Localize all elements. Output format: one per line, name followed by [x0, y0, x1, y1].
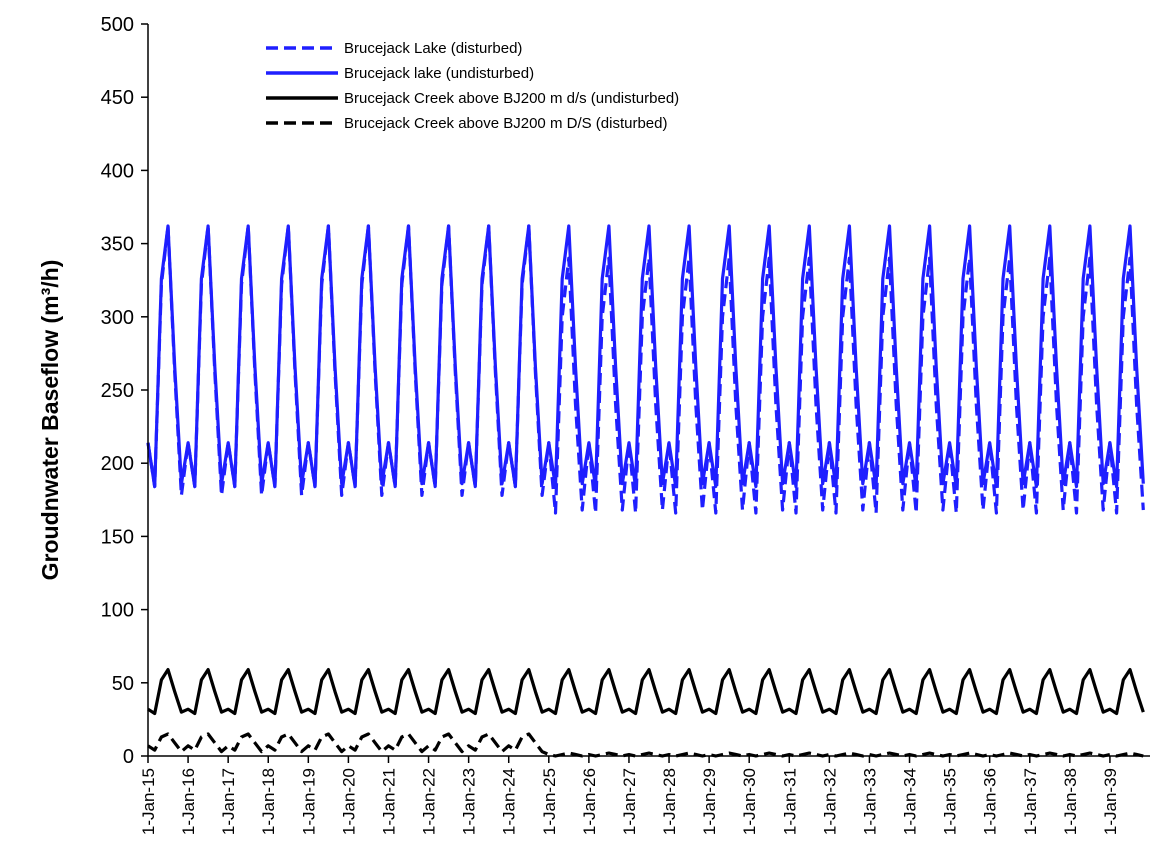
axes: 0 50 100 150 200 250 300 350 400 450 500 1-Jan-15 1-…: [101, 14, 1150, 835]
series-line-4: [147, 732, 1144, 758]
x-tick-label: 1-Jan-15: [139, 768, 158, 835]
x-tick-label: 1-Jan-34: [901, 768, 920, 835]
x-tick-label: 1-Jan-29: [700, 768, 719, 835]
legend-label-1: Brucejack Lake (disturbed): [344, 40, 522, 57]
legend-label-3: Brucejack Creek above BJ200 m d/s (undis…: [344, 90, 679, 107]
legend: Brucejack Lake (disturbed) Brucejack lake…: [266, 40, 679, 132]
x-tick-label: 1-Jan-20: [339, 768, 358, 835]
x-tick-label: 1-Jan-35: [941, 768, 960, 835]
x-tick-label: 1-Jan-37: [1021, 768, 1040, 835]
x-tick-label: 1-Jan-24: [500, 768, 519, 835]
x-tick-label: 1-Jan-18: [259, 768, 278, 835]
x-tick-label: 1-Jan-17: [219, 768, 238, 835]
plot-lines: [146, 224, 1145, 758]
x-tick-label: 1-Jan-33: [860, 768, 879, 835]
y-tick-label: 300: [101, 307, 134, 329]
legend-label-2: Brucejack lake (undisturbed): [344, 65, 534, 82]
legend-label-4: Brucejack Creek above BJ200 m D/S (distu…: [344, 115, 667, 132]
x-tick-label: 1-Jan-28: [660, 768, 679, 835]
y-tick-label: 0: [123, 746, 134, 768]
y-tick-label: 500: [101, 14, 134, 36]
x-tick-label: 1-Jan-21: [379, 768, 398, 835]
y-tick-label: 250: [101, 380, 134, 402]
x-tick-label: 1-Jan-30: [740, 768, 759, 835]
y-tick-label: 150: [101, 526, 134, 548]
y-tick-label: 350: [101, 234, 134, 256]
x-tick-label: 1-Jan-38: [1061, 768, 1080, 835]
x-tick-label: 1-Jan-32: [820, 768, 839, 835]
x-tick-label: 1-Jan-27: [620, 768, 639, 835]
series-line-2: [146, 224, 1145, 489]
y-tick-label: 100: [101, 600, 134, 622]
x-tick-label: 1-Jan-23: [460, 768, 479, 835]
y-axis-title: Groudnwater Baseflow (m³/h): [37, 260, 63, 581]
y-tick-label: 450: [101, 87, 134, 109]
x-tick-label: 1-Jan-16: [179, 768, 198, 835]
x-tick-label: 1-Jan-39: [1101, 768, 1120, 835]
x-tick-label: 1-Jan-36: [981, 768, 1000, 835]
y-tick-label: 400: [101, 160, 134, 182]
x-tick-label: 1-Jan-25: [540, 768, 559, 835]
series-line-3: [147, 668, 1145, 716]
x-tick-label: 1-Jan-26: [580, 768, 599, 835]
y-tick-label: 50: [112, 673, 134, 695]
y-tick-label: 200: [101, 453, 134, 475]
x-tick-label: 1-Jan-22: [420, 768, 439, 835]
x-tick-label: 1-Jan-19: [299, 768, 318, 835]
x-tick-label: 1-Jan-31: [780, 768, 799, 835]
series-line-1: [146, 224, 1145, 515]
